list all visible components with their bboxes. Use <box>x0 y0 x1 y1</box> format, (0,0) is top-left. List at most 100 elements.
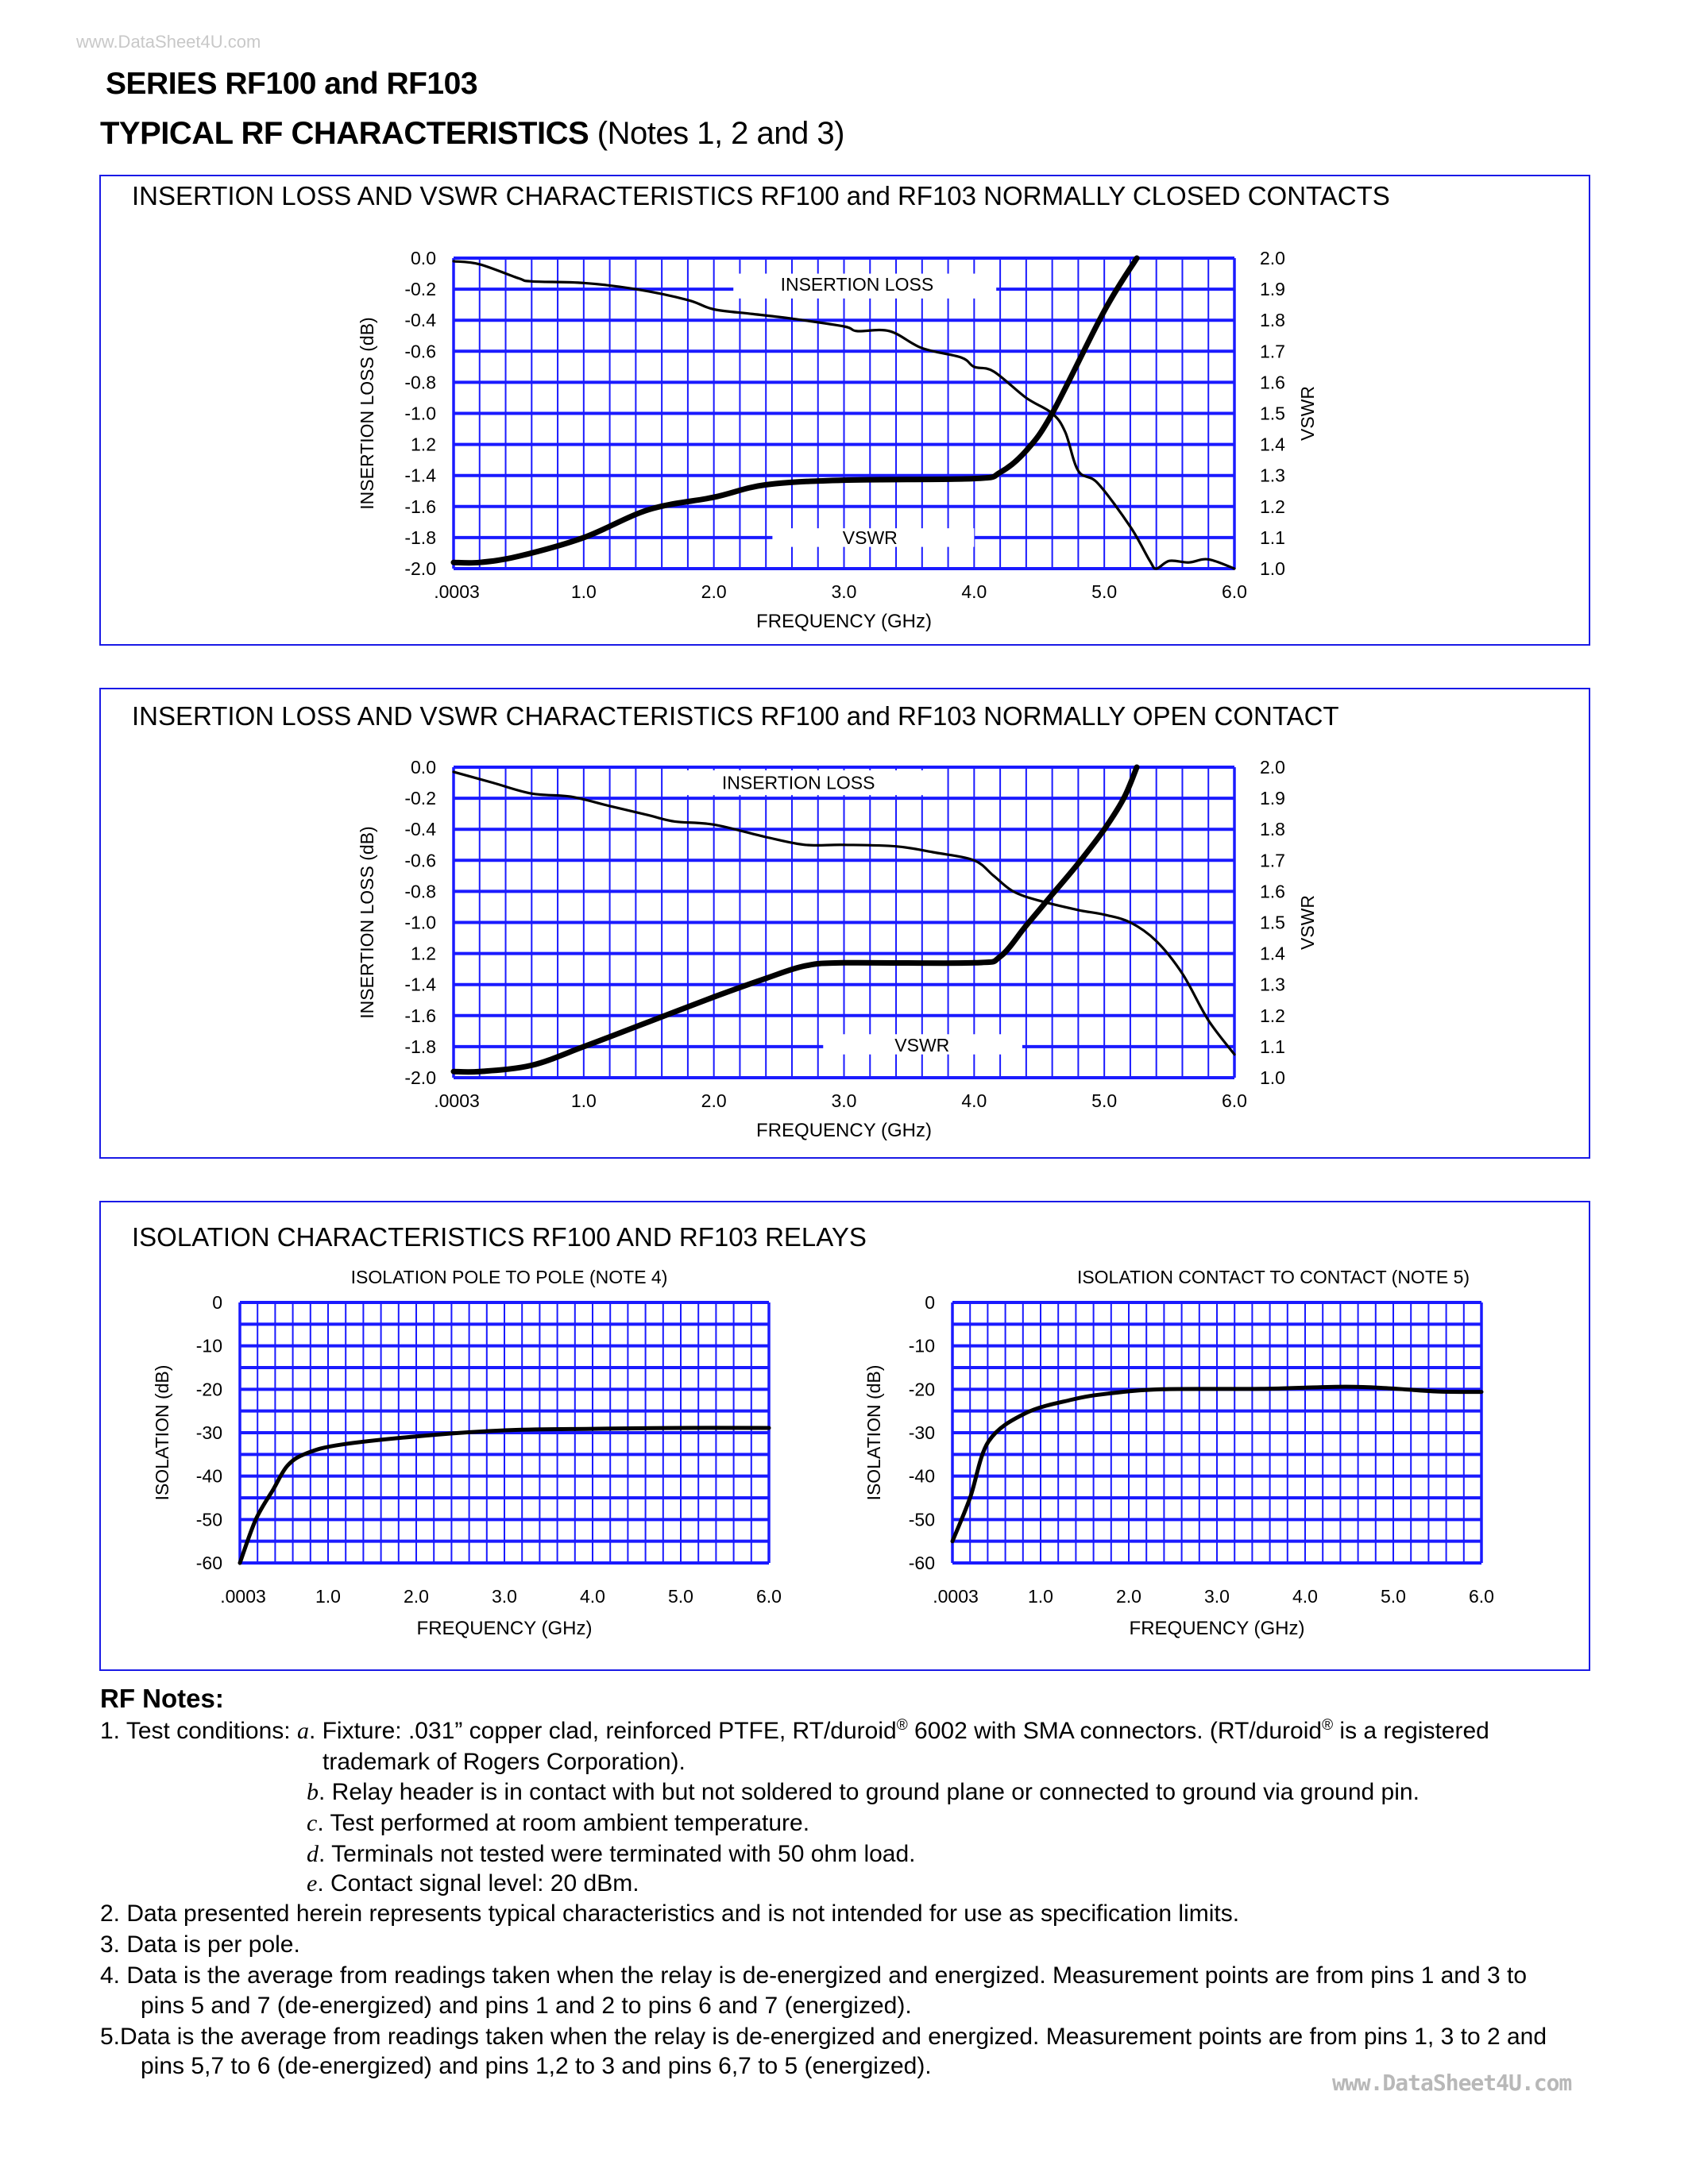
series-line-vswr <box>450 764 1140 1075</box>
grid <box>452 766 1236 1079</box>
y2-tick-label: 1.5 <box>1260 913 1285 933</box>
y2-tick-label: 1.3 <box>1260 465 1285 486</box>
y2-tick-label: 1.3 <box>1260 974 1285 995</box>
x-tick-label: 4.0 <box>961 1090 987 1111</box>
x-tick-label: .0003 <box>434 581 480 602</box>
panel-normally-closed <box>99 175 1590 646</box>
y-tick-label: -0.6 <box>404 341 436 361</box>
y-tick-label: -0.8 <box>404 881 436 901</box>
y-tick-label: -1.8 <box>404 1036 436 1057</box>
note-1e: e. Contact signal level: 20 dBm. <box>307 1870 639 1897</box>
x-tick-label: 6.0 <box>1222 1090 1247 1111</box>
x-tick-label: 6.0 <box>1222 581 1247 602</box>
y2-tick-label: 1.8 <box>1260 310 1285 330</box>
y2-tick-label: 1.0 <box>1260 558 1285 579</box>
note-4-cont: pins 5 and 7 (de-energized) and pins 1 a… <box>141 1993 912 2019</box>
y-tick-label: 1.2 <box>411 943 436 964</box>
x-tick-label: 3.0 <box>832 581 857 602</box>
series-line-isolation <box>238 1426 771 1565</box>
note-1-prefix: 1. Test conditions: <box>100 1718 297 1744</box>
panel-heading-nc: INSERTION LOSS AND VSWR CHARACTERISTICS … <box>132 181 1390 210</box>
y-tick-label: 0.0 <box>411 757 436 778</box>
note-1a-text: . Fixture: .031” copper clad, reinforced… <box>308 1718 897 1744</box>
x-axis-label: FREQUENCY (GHz) <box>1130 1618 1305 1639</box>
panel-heading-no: INSERTION LOSS AND VSWR CHARACTERISTICS … <box>132 701 1339 731</box>
note-1d: d. Terminals not tested were terminated … <box>307 1841 916 1868</box>
panel-heading-isolation: ISOLATION CHARACTERISTICS RF100 AND RF10… <box>132 1222 867 1252</box>
x-tick-label: 1.0 <box>1028 1586 1053 1607</box>
y-tick-label: -2.0 <box>404 558 436 579</box>
y-axis-label: INSERTION LOSS (dB) <box>357 826 377 1018</box>
x-tick-label: 2.0 <box>1116 1586 1141 1607</box>
note-1b: b. Relay header is in contact with but n… <box>307 1779 1420 1806</box>
y-tick-label: -0.6 <box>404 850 436 870</box>
chart-title: ISOLATION CONTACT TO CONTACT (NOTE 5) <box>1077 1267 1470 1287</box>
x-tick-label: 3.0 <box>832 1090 857 1111</box>
x-tick-label: 6.0 <box>1469 1586 1494 1607</box>
watermark-top: www.DataSheet4U.com <box>76 32 261 52</box>
y2-tick-label: 1.4 <box>1260 434 1285 455</box>
panel-isolation <box>99 1201 1590 1671</box>
x-axis-label: FREQUENCY (GHz) <box>417 1618 593 1639</box>
chart-1: INSERTION LOSS VSWR 0.0 -0.2 -0.4 -0.6 -0.8 -1.… <box>357 757 1318 1141</box>
note-letter-d: d <box>307 1841 319 1867</box>
series-label-background <box>823 1034 1022 1055</box>
series-label: VSWR <box>843 527 898 548</box>
y2-tick-label: 1.9 <box>1260 788 1285 808</box>
y2-axis-label: VSWR <box>1297 386 1318 441</box>
note-5-cont: pins 5,7 to 6 (de-energized) and pins 1,… <box>141 2053 932 2079</box>
x-tick-label: 1.0 <box>571 581 597 602</box>
x-tick-label: 5.0 <box>1091 1090 1117 1111</box>
note-letter-e: e <box>307 1870 318 1897</box>
note-letter-a: a <box>296 1718 309 1744</box>
note-4: 4. Data is the average from readings tak… <box>100 1962 1528 1989</box>
x-tick-label: .0003 <box>933 1586 979 1607</box>
note-1a-text3: is a registered <box>1333 1718 1489 1744</box>
chart-3: 0 -10 -20 -30 -40 -50 -60 .0003 1.0 2.0 3.0 4.0 5.0 6… <box>863 1267 1494 1639</box>
x-tick-label: 1.0 <box>315 1586 341 1607</box>
note-1b-text: . Relay header is in contact with but no… <box>319 1779 1420 1805</box>
x-tick-label: .0003 <box>220 1586 266 1607</box>
y2-tick-label: 1.2 <box>1260 1005 1285 1026</box>
series-line-vswr <box>450 255 1140 566</box>
x-axis-label: FREQUENCY (GHz) <box>756 1120 932 1141</box>
grid <box>238 1301 771 1565</box>
note-1c: c. Test performed at room ambient temper… <box>307 1810 809 1837</box>
y-tick-label: -0.2 <box>404 279 436 299</box>
y-tick-label: -1.0 <box>404 913 436 933</box>
x-tick-label: 5.0 <box>1381 1586 1406 1607</box>
y2-tick-label: 1.1 <box>1260 1036 1285 1057</box>
note-1a-text2: 6002 with SMA connectors. (RT/duroid <box>907 1718 1323 1744</box>
y-tick-label: -1.4 <box>404 465 436 486</box>
y-tick-label: -1.6 <box>404 496 436 517</box>
note-1c-text: . Test performed at room ambient tempera… <box>317 1810 810 1836</box>
y-tick-label: -20 <box>196 1379 222 1399</box>
y-axis-label: INSERTION LOSS (dB) <box>357 317 377 509</box>
registered-mark: ® <box>1322 1717 1334 1734</box>
note-letter-c: c <box>307 1810 318 1836</box>
series-label-background <box>666 770 934 796</box>
y-tick-label: 0 <box>212 1292 222 1313</box>
x-tick-label: .0003 <box>434 1090 480 1111</box>
y-tick-label: -20 <box>909 1379 935 1399</box>
y-tick-label: -1.4 <box>404 974 436 995</box>
series-label: VSWR <box>894 1035 949 1055</box>
x-tick-label: 4.0 <box>1292 1586 1318 1607</box>
y-tick-label: -0.2 <box>404 788 436 808</box>
note-1a-cont: trademark of Rogers Corporation). <box>323 1749 686 1775</box>
subtitle-bold: TYPICAL RF CHARACTERISTICS <box>100 116 589 151</box>
series-label: INSERTION LOSS <box>722 773 875 793</box>
note-2: 2. Data presented herein represents typi… <box>100 1900 1240 1927</box>
note-5: 5.Data is the average from readings take… <box>100 2024 1547 2050</box>
panel-normally-open <box>99 688 1590 1159</box>
y-tick-label: -1.6 <box>404 1005 436 1026</box>
y-tick-label: -40 <box>909 1466 935 1487</box>
y2-tick-label: 1.1 <box>1260 527 1285 548</box>
x-tick-label: 1.0 <box>571 1090 597 1111</box>
y2-axis-label: VSWR <box>1297 895 1318 950</box>
y-tick-label: -1.8 <box>404 527 436 548</box>
y2-tick-label: 1.9 <box>1260 279 1285 299</box>
x-tick-label: 2.0 <box>701 581 727 602</box>
note-letter-b: b <box>307 1779 319 1805</box>
